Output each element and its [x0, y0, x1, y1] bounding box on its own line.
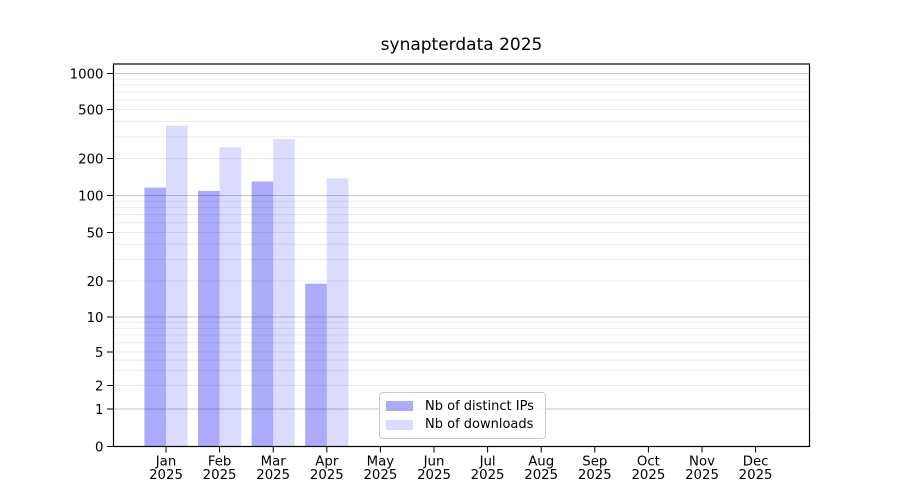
bar-downloads-mar: [273, 139, 295, 447]
legend: Nb of distinct IPs Nb of downloads: [379, 392, 546, 439]
x-tick-label-year-aug: 2025: [524, 468, 558, 483]
x-tick-label-month-jan: Jan: [155, 455, 177, 470]
x-tick-label-month-mar: Mar: [261, 455, 287, 470]
y-tick-label-500: 500: [78, 103, 103, 118]
y-tick-label-50: 50: [87, 226, 104, 241]
legend-label-distinct-ips: Nb of distinct IPs: [425, 398, 534, 414]
y-tick-label-2: 2: [95, 379, 103, 394]
chart-title: synapterdata 2025: [380, 35, 543, 55]
x-tick-label-month-jun: Jun: [423, 455, 445, 470]
bar-downloads-apr: [326, 178, 349, 447]
x-tick-label-month-sep: Sep: [582, 455, 607, 470]
x-tick-label-year-jan: 2025: [149, 468, 183, 483]
bar-downloads-jan: [166, 125, 188, 447]
y-tick-label-0: 0: [95, 440, 103, 455]
x-tick-label-month-feb: Feb: [208, 455, 232, 470]
bar-ips-feb: [198, 190, 220, 447]
bar-ips-jan: [144, 187, 166, 447]
x-tick-label-year-jun: 2025: [417, 468, 451, 483]
x-tick-label-year-sep: 2025: [578, 468, 612, 483]
y-tick-label-100: 100: [78, 189, 103, 204]
x-tick-label-month-nov: Nov: [689, 455, 715, 470]
x-tick-label-year-apr: 2025: [310, 468, 344, 483]
legend-swatch-downloads-icon: [386, 419, 413, 430]
legend-item-downloads: Nb of downloads: [386, 417, 537, 432]
x-tick-label-year-jul: 2025: [471, 468, 505, 483]
x-tick-label-year-oct: 2025: [631, 468, 665, 483]
y-tick-label-20: 20: [87, 275, 104, 290]
x-tick-label-month-jul: Jul: [479, 455, 496, 470]
bar-ips-apr: [305, 283, 327, 447]
bar-downloads-feb: [219, 147, 242, 447]
axes-frame: [112, 63, 811, 448]
legend-swatch-distinct-ips-icon: [386, 401, 413, 412]
x-tick-label-year-feb: 2025: [203, 468, 237, 483]
y-tick-label-200: 200: [78, 152, 103, 167]
x-tick-label-month-apr: Apr: [315, 455, 339, 470]
x-tick-label-year-mar: 2025: [256, 468, 290, 483]
y-tick-label-10: 10: [87, 311, 104, 326]
legend-item-distinct-ips: Nb of distinct IPs: [386, 399, 537, 414]
legend-label-downloads: Nb of downloads: [425, 417, 534, 433]
x-tick-label-year-nov: 2025: [685, 468, 719, 483]
y-tick-label-1: 1: [95, 403, 103, 418]
bar-ips-mar: [251, 181, 274, 447]
x-tick-label-month-aug: Aug: [528, 455, 554, 470]
x-tick-label-year-may: 2025: [363, 468, 397, 483]
y-tick-label-1000: 1000: [70, 67, 104, 82]
x-tick-label-month-may: May: [367, 455, 395, 470]
x-tick-label-month-oct: Oct: [637, 455, 660, 470]
x-tick-label-year-dec: 2025: [739, 468, 773, 483]
x-tick-label-month-dec: Dec: [743, 455, 769, 470]
y-tick-label-5: 5: [95, 346, 103, 361]
